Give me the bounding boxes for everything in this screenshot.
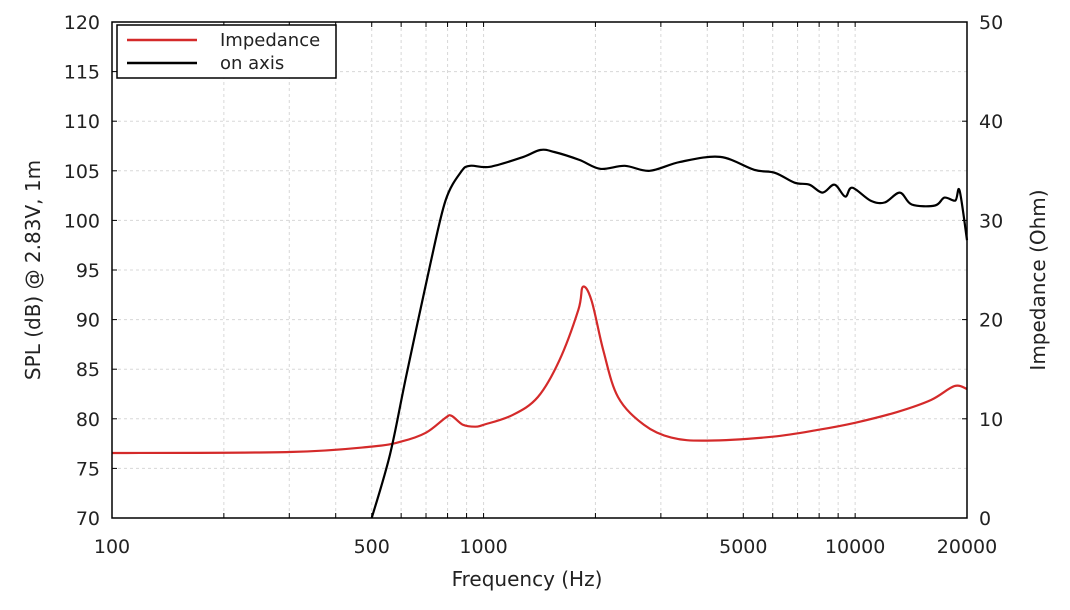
x-tick-label: 500 xyxy=(354,536,390,558)
legend-box xyxy=(116,24,337,79)
x-tick-label: 20000 xyxy=(937,536,997,558)
legend-label-on-axis: on axis xyxy=(220,53,284,74)
x-tick-label: 10000 xyxy=(825,536,885,558)
y-tick-label: 100 xyxy=(64,210,100,232)
x-tick-label: 100 xyxy=(94,536,130,558)
ticks: 70 75 80 85 90 95 100 105 110 115 120 0 10 20 30 40 50 10… xyxy=(64,12,1003,558)
y2-tick-label: 40 xyxy=(979,111,1003,133)
y2-tick-label: 30 xyxy=(979,210,1003,232)
y2-axis-label: Impedance (Ohm) xyxy=(1026,189,1050,370)
y-tick-label: 70 xyxy=(76,508,100,530)
y-tick-label: 80 xyxy=(76,409,100,431)
x-tick-label: 1000 xyxy=(459,536,507,558)
y2-tick-label: 20 xyxy=(979,310,1003,332)
y-tick-label: 115 xyxy=(64,62,100,84)
y-tick-label: 105 xyxy=(64,161,100,183)
x-tick-label: 5000 xyxy=(719,536,767,558)
y-tick-label: 75 xyxy=(76,458,100,480)
y2-tick-label: 10 xyxy=(979,409,1003,431)
y2-tick-label: 50 xyxy=(979,12,1003,34)
series-line-impedance xyxy=(111,285,968,455)
series-line-on-axis xyxy=(370,148,969,519)
legend: Impedance on axis xyxy=(116,24,337,79)
y-tick-label: 85 xyxy=(76,359,100,381)
y2-tick-label: 0 xyxy=(979,508,991,530)
plot-lines xyxy=(111,148,969,519)
grid xyxy=(112,22,967,518)
y-tick-label: 95 xyxy=(76,260,100,282)
y-tick-label: 90 xyxy=(76,310,100,332)
y-axis-label: SPL (dB) @ 2.83V, 1m xyxy=(21,160,45,380)
x-axis-label: Frequency (Hz) xyxy=(452,567,603,591)
y-tick-label: 120 xyxy=(64,12,100,34)
legend-label-impedance: Impedance xyxy=(220,30,320,51)
y-tick-label: 110 xyxy=(64,111,100,133)
